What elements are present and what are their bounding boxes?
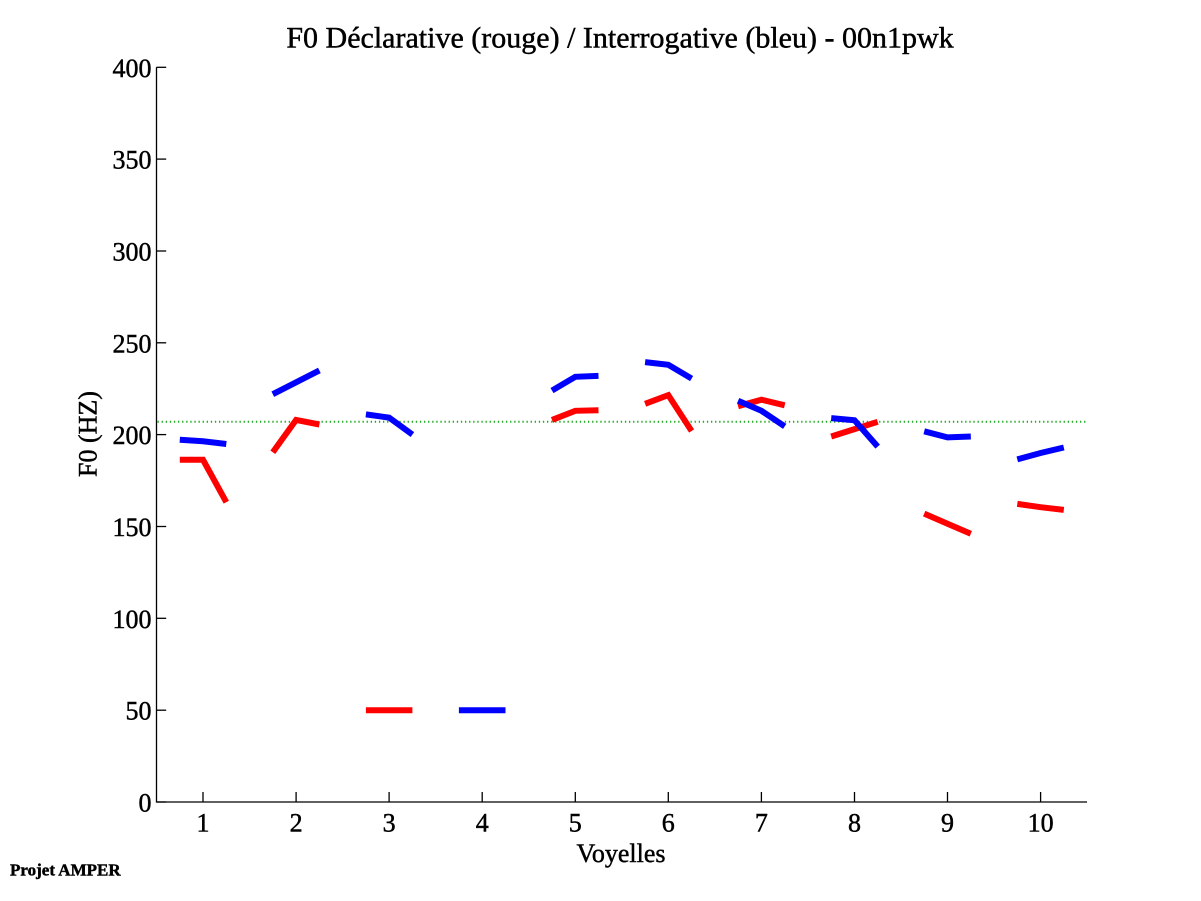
svg-text:Voyelles: Voyelles (576, 839, 665, 868)
svg-text:F0 Déclarative (rouge) / Inter: F0 Déclarative (rouge) / Interrogative (… (286, 22, 953, 55)
svg-text:F0 (HZ): F0 (HZ) (74, 391, 103, 477)
svg-text:200: 200 (113, 421, 152, 450)
svg-text:300: 300 (113, 238, 152, 267)
svg-text:10: 10 (1028, 809, 1054, 838)
svg-text:400: 400 (113, 54, 152, 83)
svg-text:8: 8 (848, 809, 861, 838)
svg-text:4: 4 (476, 809, 489, 838)
svg-text:9: 9 (941, 809, 954, 838)
svg-text:1: 1 (197, 809, 210, 838)
svg-text:Projet AMPER: Projet AMPER (10, 861, 121, 880)
svg-text:3: 3 (383, 809, 396, 838)
svg-text:5: 5 (569, 809, 582, 838)
svg-text:250: 250 (113, 329, 152, 358)
svg-text:0: 0 (139, 789, 152, 818)
svg-text:50: 50 (126, 697, 152, 726)
svg-text:150: 150 (113, 513, 152, 542)
svg-text:7: 7 (755, 809, 768, 838)
svg-text:2: 2 (290, 809, 303, 838)
svg-text:350: 350 (113, 146, 152, 175)
svg-text:6: 6 (662, 809, 675, 838)
svg-text:100: 100 (113, 605, 152, 634)
